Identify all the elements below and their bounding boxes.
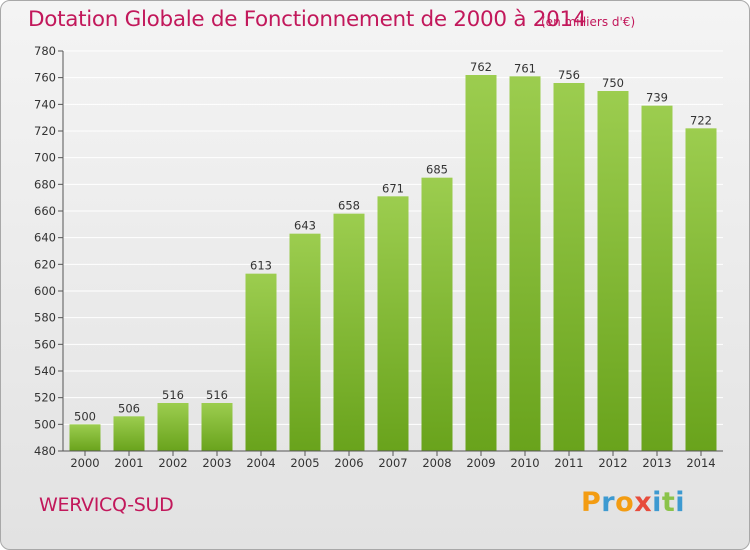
bar-value-label: 658 [338, 199, 360, 213]
y-tick-label: 640 [34, 231, 56, 245]
bar-value-label: 685 [426, 163, 448, 177]
bar [157, 403, 189, 451]
logo-letter: i [652, 487, 662, 518]
bar-value-label: 739 [646, 91, 668, 105]
x-tick-label: 2002 [158, 456, 187, 470]
bar-value-label: 722 [690, 113, 712, 127]
y-tick-label: 500 [34, 417, 56, 431]
y-tick-label: 680 [34, 177, 56, 191]
x-tick-label: 2013 [642, 456, 671, 470]
bar-value-label: 500 [74, 409, 96, 423]
bar [245, 273, 277, 451]
logo-letter: P [581, 487, 602, 518]
y-tick-label: 600 [34, 284, 56, 298]
x-tick-label: 2004 [246, 456, 275, 470]
y-tick-label: 520 [34, 391, 56, 405]
y-tick-label: 740 [34, 97, 56, 111]
y-tick-label: 540 [34, 364, 56, 378]
bar-value-label: 671 [382, 181, 404, 195]
bar [641, 105, 673, 452]
bar [421, 177, 453, 451]
y-tick-label: 700 [34, 151, 56, 165]
bar-value-label: 516 [162, 388, 184, 402]
bar-value-label: 643 [294, 219, 316, 233]
axes: 480 500 520 540 560 580 600 620 640 660 680 700 720 7… [34, 44, 723, 470]
bar [289, 233, 321, 451]
bar [333, 213, 365, 451]
y-tick-label: 620 [34, 257, 56, 271]
bar-value-label: 756 [558, 68, 580, 82]
x-tick-label: 2010 [510, 456, 539, 470]
logo-letter: o [615, 487, 635, 518]
bar-value-label: 506 [118, 401, 140, 415]
bar [201, 403, 233, 451]
x-tick-label: 2007 [378, 456, 407, 470]
y-tick-label: 760 [34, 71, 56, 85]
bar [465, 75, 497, 451]
x-tick-label: 2000 [70, 456, 99, 470]
bar-value-label: 750 [602, 76, 624, 90]
bar-value-label: 761 [514, 61, 536, 75]
logo-letter: t [661, 487, 676, 518]
y-tick-label: 580 [34, 311, 56, 325]
y-tick-label: 780 [34, 44, 56, 58]
bar [597, 91, 629, 451]
bar-value-label: 762 [470, 60, 492, 74]
y-tick-label: 560 [34, 337, 56, 351]
bar [69, 424, 101, 451]
bar [113, 416, 145, 451]
bar [509, 76, 541, 451]
commune-name: WERVICQ-SUD [39, 494, 174, 516]
logo-letter: r [601, 487, 616, 518]
proxiti-logo: Proxiti [581, 487, 685, 518]
bar-value-label: 613 [250, 259, 272, 273]
x-tick-label: 2003 [202, 456, 231, 470]
x-tick-label: 2001 [114, 456, 143, 470]
x-tick-label: 2009 [466, 456, 495, 470]
chart-subtitle: (en milliers d'€) [541, 15, 636, 29]
x-tick-label: 2011 [554, 456, 583, 470]
chart-title: Dotation Globale de Fonctionnement de 20… [28, 7, 587, 32]
logo-letter: i [675, 487, 686, 518]
x-tick-label: 2005 [290, 456, 319, 470]
y-tick-label: 480 [34, 444, 56, 458]
bar [685, 128, 717, 451]
bar [553, 83, 585, 451]
x-tick-label: 2006 [334, 456, 363, 470]
x-tick-label: 2008 [422, 456, 451, 470]
bar [377, 196, 409, 451]
x-tick-label: 2014 [686, 456, 715, 470]
y-tick-label: 660 [34, 204, 56, 218]
bars: 500 506 516 516 613 643 658 671 685 762 761 756 750 7… [69, 60, 717, 452]
bar-value-label: 516 [206, 388, 228, 402]
logo-letter: x [634, 487, 653, 518]
y-tick-label: 720 [34, 124, 56, 138]
x-tick-label: 2012 [598, 456, 627, 470]
